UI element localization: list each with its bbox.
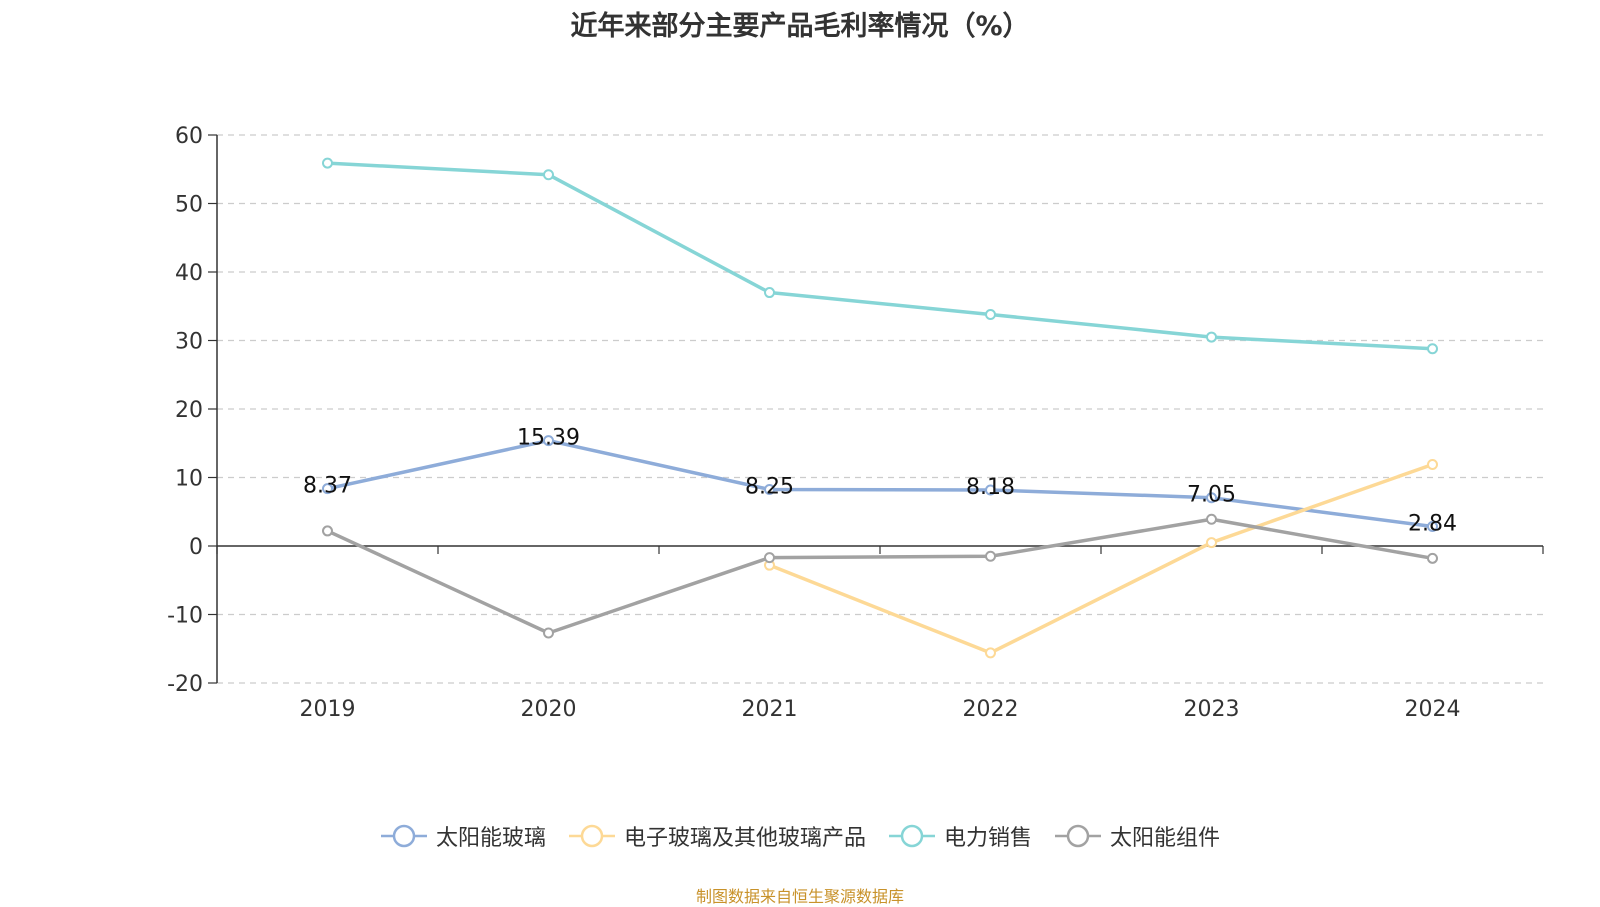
data-point [543,169,554,181]
data-label: 8.37 [303,474,352,499]
series-line [327,161,1433,351]
data-point [322,483,333,495]
x-tick-label: 2019 [300,697,356,722]
series-0 [322,435,1438,533]
y-tick-label: 10 [175,467,203,492]
x-tick-label: 2024 [1405,697,1461,722]
data-point [1427,521,1438,533]
axes: 60 50 40 30 20 10 0 -10 -20 2019 2020 2021 2022 2023 2… [167,124,1544,722]
chart-title: 近年来部分主要产品毛利率情况（%） [570,11,1030,42]
x-tick-label: 2023 [1184,697,1240,722]
x-tick-label: 2020 [521,697,577,722]
data-label: 7.05 [1187,483,1236,508]
data-point [322,525,333,537]
data-point [322,157,333,169]
data-label: 8.18 [966,475,1015,500]
x-tick-label: 2021 [742,697,798,722]
series-3 [322,513,1438,639]
legend-item[interactable]: 太阳能玻璃 [380,820,546,852]
data-point [1427,343,1438,355]
data-point [1427,552,1438,564]
legend-item[interactable]: 电子玻璃及其他玻璃产品 [568,820,866,852]
source-note: 制图数据来自恒生聚源数据库 [695,887,904,906]
x-tick-label: 2022 [963,697,1019,722]
y-tick-label: 30 [175,330,203,355]
series-2 [322,157,1438,355]
data-label: 15.39 [517,426,580,451]
gridlines [217,134,1543,684]
data-point [985,550,996,562]
data-label: 2.84 [1408,512,1457,537]
y-tick-label: -20 [167,672,203,697]
data-point [985,647,996,659]
legend-label: 太阳能组件 [1110,826,1221,851]
data-label: 8.25 [745,474,794,499]
legend-item[interactable]: 电力销售 [888,820,1032,852]
y-tick-label: 60 [175,124,203,149]
legend: 太阳能玻璃 电子玻璃及其他玻璃产品 电力销售 太阳能组件 [0,820,1600,852]
y-tick-label: 50 [175,193,203,218]
legend-marker [1055,824,1102,848]
data-point [543,627,554,639]
legend-marker [889,824,935,848]
legend-label: 电力销售 [944,826,1033,851]
data-point [1206,513,1217,525]
data-point [764,483,775,495]
data-point [764,287,775,299]
data-point [985,308,996,320]
data-point [985,484,996,496]
legend-marker [380,824,427,848]
data-point [1206,331,1217,343]
data-point [1206,537,1217,549]
y-tick-label: 20 [175,398,203,423]
data-point [764,552,775,564]
legend-item[interactable]: 太阳能组件 [1054,820,1220,852]
legend-label: 电子玻璃及其他玻璃产品 [623,826,866,851]
legend-label: 太阳能玻璃 [435,826,546,851]
series-line [326,517,1433,635]
y-tick-label: 40 [175,261,203,286]
legend-marker [568,824,615,848]
data-point [543,435,554,447]
y-tick-label: -10 [167,604,203,629]
series-line [327,438,1433,529]
series-lines [322,157,1438,659]
y-tick-label: 0 [189,535,203,560]
data-point [1427,458,1438,470]
data-point [1206,492,1217,504]
data-labels: 8.37 15.39 8.25 8.18 7.05 2.84 [303,426,1457,537]
series-line [768,462,1434,655]
